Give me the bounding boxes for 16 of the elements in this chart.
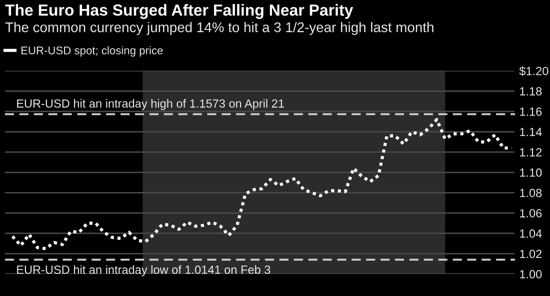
y-tick-label: 1.06 [520,209,542,218]
legend-label: EUR-USD spot; closing price [21,46,163,57]
y-tick-label: 1.16 [520,107,542,116]
y-tick-label: 1.08 [520,188,542,198]
chart-subtitle: The common currency jumped 14% to hit a 3 1/2-year high last month [5,22,434,35]
chart-title: The Euro Has Surged After Falling Near Parity [5,4,354,19]
y-tick-label: 1.10 [520,168,542,177]
y-tick-label: $1.20 [519,66,548,76]
y-tick-label: 1.04 [520,229,542,238]
y-tick-label: 1.02 [520,250,542,258]
ref-line-label: EUR-USD hit an intraday low of 1.0141 on Feb 3 [17,265,270,276]
y-tick-label: 1.14 [520,128,542,136]
ref-line-label: EUR-USD hit an intraday high of 1.1573 on April 21 [17,99,284,110]
y-tick-label: 1.00 [520,270,542,278]
y-tick-label: 1.12 [520,148,542,156]
y-tick-label: 1.18 [520,87,542,96]
